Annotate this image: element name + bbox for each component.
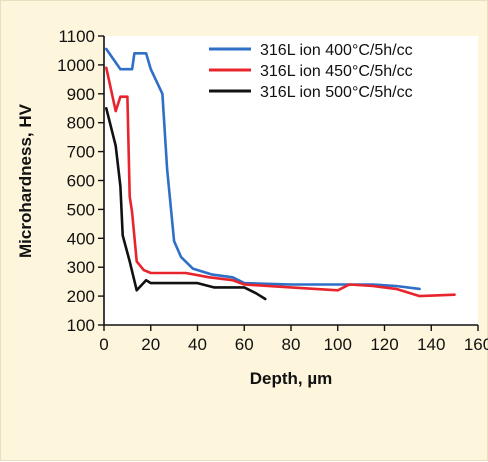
y-tick-label: 600 [67,172,95,191]
x-tick-label: 80 [282,335,301,354]
x-tick-label: 100 [324,335,352,354]
legend-label-3: 316L ion 500°C/5h/cc [260,84,413,101]
x-tick-label: 40 [188,335,207,354]
series-layer [105,47,456,301]
legend-label-1: 316L ion 400°C/5h/cc [260,42,413,59]
y-tick-label: 100 [67,316,95,335]
y-tick-label: 200 [67,287,95,306]
x-tick-label: 60 [235,335,254,354]
series-line-3 [105,107,267,301]
series-line-2 [105,66,456,298]
y-tick-label: 800 [67,114,95,133]
x-tick-label: 140 [417,335,445,354]
y-tick-label: 1100 [58,27,95,46]
y-tick-label: 300 [67,258,95,277]
series-line-1 [105,47,421,291]
y-tick-label: 900 [67,85,95,104]
y-tick-label: 700 [67,143,95,162]
ticks-layer: 100 200 300 400 500 600 700 800 900 1000 1100 0 20 40… [57,27,488,354]
x-axis-title: Depth, µm [250,369,333,388]
x-tick-label: 120 [370,335,398,354]
legend-label-2: 316L ion 450°C/5h/cc [260,63,413,80]
y-tick-label: 500 [67,200,95,219]
x-tick-label: 160 [464,335,488,354]
y-tick-label: 1000 [57,56,95,75]
legend: 316L ion 400°C/5h/cc 316L ion 450°C/5h/cc… [209,42,413,101]
plot-area [104,36,478,325]
y-tick-label: 400 [67,229,95,248]
y-axis-title: Microhardness, HV [16,103,35,258]
x-tick-label: 20 [141,335,160,354]
x-tick-label: 0 [99,335,108,354]
